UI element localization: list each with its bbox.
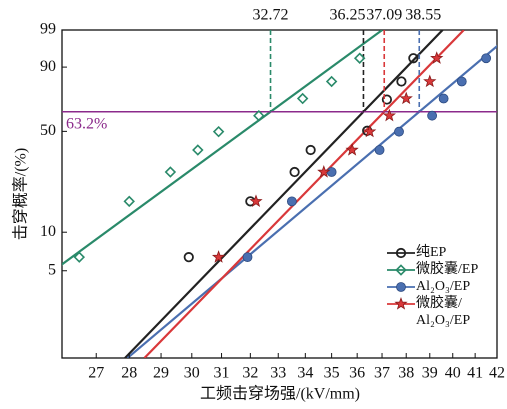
data-point [183, 252, 194, 263]
x-tick-label: 34 [297, 365, 313, 382]
x-tick-label: 42 [489, 365, 505, 382]
y-tick-label: 50 [40, 122, 56, 139]
y-tick-label: 99 [40, 21, 56, 38]
data-point [326, 167, 337, 177]
x-tick-label: 37 [374, 365, 390, 382]
data-point [73, 251, 86, 263]
fit-line [62, 30, 383, 266]
data-point [253, 109, 265, 122]
data-point [289, 166, 300, 178]
legend-symbol [387, 297, 415, 310]
x-tick-label: 29 [153, 365, 169, 382]
data-point [395, 247, 407, 259]
data-point [211, 250, 226, 263]
legend-symbol [387, 264, 415, 276]
data-point [396, 282, 406, 292]
legend-entry: 纯EP [386, 244, 478, 261]
data-point [305, 144, 316, 156]
fit-line [124, 30, 444, 358]
x-tick-label: 33 [270, 365, 286, 382]
y-axis-label: 击穿概率/(%) [12, 148, 30, 240]
data-point [395, 264, 407, 276]
data-point [394, 297, 408, 310]
x-tick-label: 30 [184, 365, 200, 382]
plot-area [62, 30, 497, 358]
x-tick-label: 40 [445, 365, 461, 382]
data-point [164, 166, 177, 178]
scale-label: 38.55 [405, 7, 441, 24]
data-point [363, 124, 377, 138]
data-point [456, 76, 467, 87]
data-point [242, 252, 253, 263]
data-point [374, 145, 385, 155]
data-point [423, 74, 437, 88]
x-tick-label: 39 [422, 365, 438, 382]
data-point [123, 195, 135, 208]
data-point [212, 125, 225, 138]
legend-symbol [387, 247, 415, 259]
legend-label: 微胶囊/ Al₂O₃/EP [416, 296, 471, 328]
x-tick-label: 41 [467, 365, 483, 382]
y-tick-label: 10 [40, 223, 56, 240]
data-point [325, 75, 338, 88]
legend-entry: 微胶囊/EP [386, 261, 478, 278]
x-tick-label: 31 [214, 365, 230, 382]
reference-label: 63.2% [66, 115, 107, 132]
legend-label: Al₂O₃/EP [416, 279, 471, 294]
data-point [296, 92, 309, 105]
x-axis-label: 工频击穿场强/(kV/mm) [200, 385, 360, 403]
data-point [430, 51, 444, 64]
fit-line [126, 44, 497, 358]
x-tick-label: 38 [398, 365, 414, 382]
data-point [353, 52, 366, 64]
data-point [192, 144, 204, 156]
legend: 纯EP 微胶囊/EP Al₂O₃/EP 微胶囊/ Al₂O₃/EP [386, 244, 478, 329]
y-tick-label: 5 [48, 261, 56, 278]
data-point [382, 108, 396, 122]
y-tick-label: 90 [40, 58, 56, 75]
scale-label: 37.09 [366, 7, 402, 24]
scale-label: 36.25 [329, 7, 365, 24]
plot-frame [61, 29, 498, 359]
data-point [399, 91, 413, 105]
x-tick-label: 35 [324, 365, 340, 382]
legend-symbol [387, 282, 415, 292]
data-point [345, 143, 359, 156]
data-point [249, 194, 263, 207]
data-point [408, 53, 419, 64]
legend-label: 纯EP [416, 245, 447, 260]
legend-label: 微胶囊/EP [416, 262, 479, 277]
x-tick-label: 28 [121, 365, 137, 382]
data-point [438, 93, 449, 104]
fit-line [143, 30, 465, 358]
data-point [317, 165, 331, 178]
data-point [286, 196, 297, 207]
data-point [396, 76, 407, 87]
data-point [381, 94, 393, 105]
data-point [427, 110, 438, 121]
legend-entry: Al₂O₃/EP [386, 278, 478, 295]
x-tick-label: 36 [349, 365, 365, 382]
x-tick-label: 32 [242, 365, 258, 382]
x-tick-label: 27 [88, 365, 104, 382]
data-point [481, 53, 492, 64]
legend-entry: 微胶囊/ Al₂O₃/EP [386, 295, 478, 329]
scale-label: 32.72 [253, 7, 289, 24]
data-point [394, 126, 404, 137]
